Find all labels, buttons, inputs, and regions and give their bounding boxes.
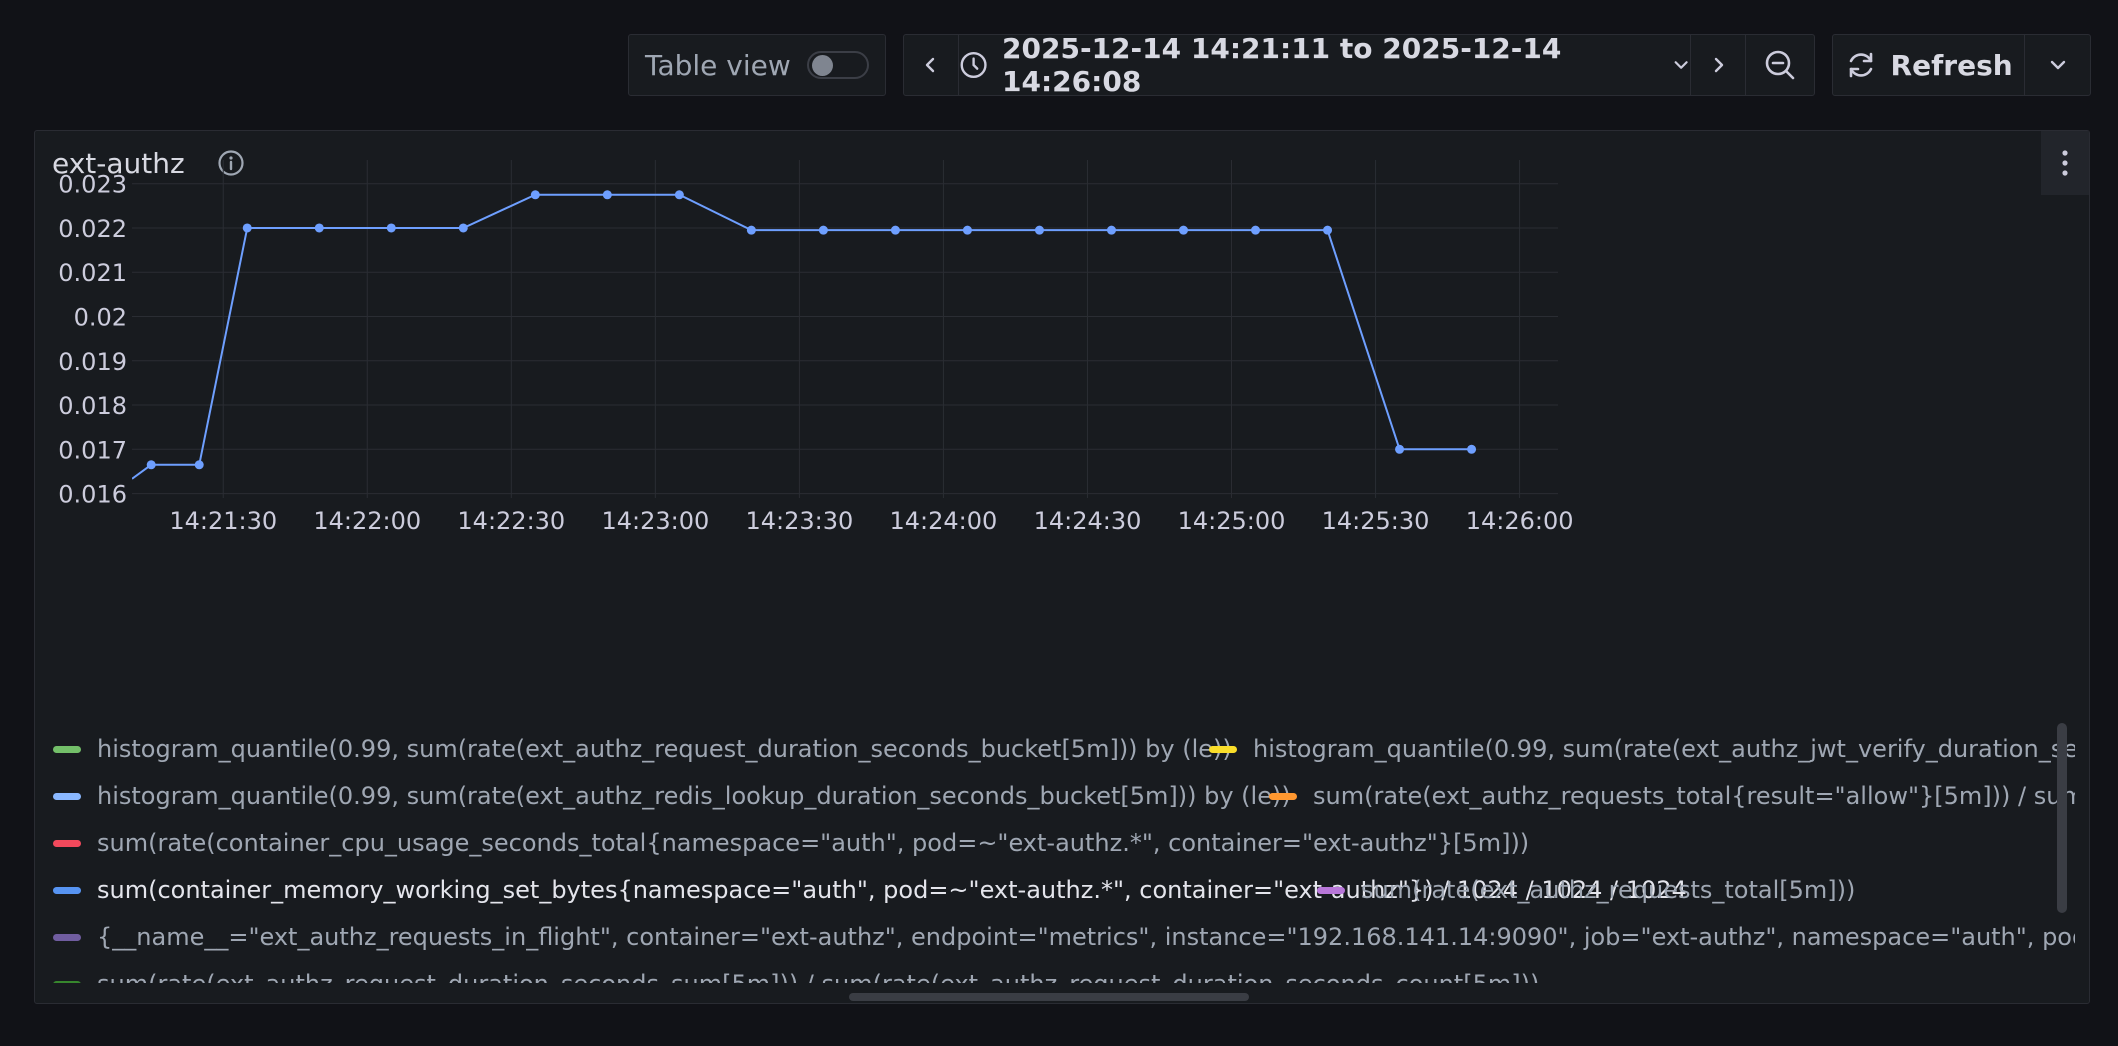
data-point: [746, 225, 756, 235]
legend-item[interactable]: histogram_quantile(0.99, sum(rate(ext_au…: [53, 735, 1232, 763]
legend-label: sum(rate(ext_authz_requests_total{result…: [1313, 782, 2075, 810]
data-point: [674, 190, 684, 200]
time-range-text: 2025-12-14 14:21:11 to 2025-12-14 14:26:…: [1002, 32, 1562, 98]
chevron-right-icon: [1715, 57, 1724, 73]
data-point: [146, 460, 156, 470]
data-point: [1323, 225, 1333, 235]
time-back-button[interactable]: [904, 35, 959, 95]
timeseries-panel: ext-authz 0.023 0.022 0.021 0.02 0.019 0.018 0…: [34, 130, 2090, 1004]
y-tick-label: 0.02: [74, 304, 127, 332]
data-point: [386, 223, 396, 233]
x-tick-label: 14:25:00: [1178, 507, 1286, 535]
refresh-interval-dropdown[interactable]: [2025, 35, 2090, 95]
y-tick-label: 0.019: [58, 348, 127, 376]
y-tick-label: 0.022: [58, 215, 127, 243]
y-tick-label: 0.021: [58, 259, 127, 287]
data-point: [458, 223, 468, 233]
x-tick-label: 14:22:00: [313, 507, 421, 535]
legend-item[interactable]: histogram_quantile(0.99, sum(rate(ext_au…: [53, 782, 1291, 810]
refresh-button[interactable]: Refresh: [1833, 35, 2026, 95]
data-point: [1251, 225, 1261, 235]
legend-color-swatch: [53, 933, 81, 941]
legend-color-swatch: [53, 792, 81, 800]
legend-horizontal-scrollbar[interactable]: [849, 993, 1249, 1001]
y-tick-label: 0.016: [58, 481, 127, 509]
legend-color-swatch: [53, 886, 81, 894]
data-point: [530, 190, 540, 200]
time-range-picker: 2025-12-14 14:21:11 to 2025-12-14 14:26:…: [903, 32, 1815, 98]
legend-label: {__name__="ext_authz_requests_in_flight"…: [97, 923, 2075, 951]
legend-item[interactable]: sum(rate(ext_authz_request_duration_seco…: [53, 970, 1539, 983]
chevron-down-icon: [1674, 61, 1688, 69]
x-tick-label: 14:25:30: [1322, 507, 1430, 535]
data-point: [1106, 225, 1116, 235]
legend-item[interactable]: sum(container_memory_working_set_bytes{n…: [53, 876, 1687, 904]
y-tick-label: 0.017: [58, 436, 127, 464]
data-point: [602, 190, 612, 200]
data-point: [818, 225, 828, 235]
legend-color-swatch: [1317, 886, 1345, 894]
legend-label: sum(container_memory_working_set_bytes{n…: [97, 876, 1687, 904]
legend-label: histogram_quantile(0.99, sum(rate(ext_au…: [1253, 735, 2075, 763]
legend-item[interactable]: sum(rate(ext_authz_requests_total{result…: [1269, 782, 2075, 810]
data-point: [1178, 225, 1188, 235]
data-point: [890, 225, 900, 235]
kebab-menu-icon: [2062, 150, 2068, 176]
x-tick-label: 14:24:00: [890, 507, 998, 535]
x-tick-label: 14:23:00: [601, 507, 709, 535]
legend-label: histogram_quantile(0.99, sum(rate(ext_au…: [97, 735, 1232, 763]
info-icon[interactable]: [217, 149, 245, 177]
data-point: [1467, 444, 1477, 454]
chevron-left-icon: [925, 57, 935, 73]
table-view-switch[interactable]: [806, 51, 869, 79]
legend-color-swatch: [53, 839, 81, 847]
legend-item[interactable]: sum(rate(container_cpu_usage_seconds_tot…: [53, 829, 1529, 857]
x-tick-label: 14:24:30: [1034, 507, 1142, 535]
zoom-out-button[interactable]: [1746, 35, 1814, 95]
legend-item[interactable]: sum(rate(ext_authz_requests_total[5m])): [1317, 876, 1855, 904]
legend-color-swatch: [1269, 792, 1297, 800]
table-view-label: Table view: [645, 48, 791, 82]
dashboard-toolbar: Table view 2025-12-14 14:21:11 to 2025-1…: [0, 0, 2118, 130]
refresh-label: Refresh: [1890, 48, 2013, 82]
data-point: [194, 460, 204, 470]
y-tick-label: 0.023: [58, 171, 127, 199]
data-point: [242, 223, 252, 233]
series-line: [132, 193, 1472, 480]
legend-label: sum(rate(container_cpu_usage_seconds_tot…: [97, 829, 1530, 857]
clock-icon: [960, 51, 987, 79]
legend-color-swatch: [53, 745, 81, 753]
y-tick-label: 0.018: [58, 392, 127, 420]
legend-label: histogram_quantile(0.99, sum(rate(ext_au…: [97, 782, 1291, 810]
x-tick-label: 14:21:30: [169, 507, 277, 535]
legend-label: sum(rate(ext_authz_request_duration_seco…: [97, 970, 1539, 983]
legend-color-swatch: [1209, 745, 1237, 753]
refresh-picker: Refresh: [1832, 34, 2091, 96]
legend-vertical-scrollbar[interactable]: [2057, 723, 2067, 913]
refresh-icon: [1849, 52, 1872, 78]
data-point: [1395, 444, 1405, 454]
chart-legend: histogram_quantile(0.99, sum(rate(ext_au…: [35, 721, 2075, 983]
legend-color-swatch: [53, 980, 81, 983]
switch-knob: [811, 55, 833, 76]
zoom-out-icon: [1765, 50, 1795, 80]
legend-label: sum(rate(ext_authz_requests_total[5m])): [1361, 876, 1856, 904]
data-point: [1034, 225, 1044, 235]
panel-title: ext-authz: [52, 147, 185, 180]
line-chart[interactable]: 0.023 0.022 0.021 0.02 0.019 0.018 0.017 0.016 1…: [35, 131, 2089, 721]
legend-item[interactable]: {__name__="ext_authz_requests_in_flight"…: [53, 923, 2075, 951]
data-point: [962, 225, 972, 235]
time-range-button[interactable]: 2025-12-14 14:21:11 to 2025-12-14 14:26:…: [959, 32, 1692, 98]
legend-item[interactable]: histogram_quantile(0.99, sum(rate(ext_au…: [1209, 735, 2075, 763]
x-tick-label: 14:23:30: [745, 507, 853, 535]
panel-menu-button[interactable]: [2041, 131, 2089, 195]
chevron-down-icon: [2050, 60, 2065, 70]
time-forward-button[interactable]: [1691, 35, 1747, 95]
x-tick-label: 14:22:30: [457, 507, 565, 535]
data-point: [314, 223, 324, 233]
table-view-toggle[interactable]: Table view: [628, 34, 886, 96]
x-tick-label: 14:26:00: [1466, 507, 1574, 535]
